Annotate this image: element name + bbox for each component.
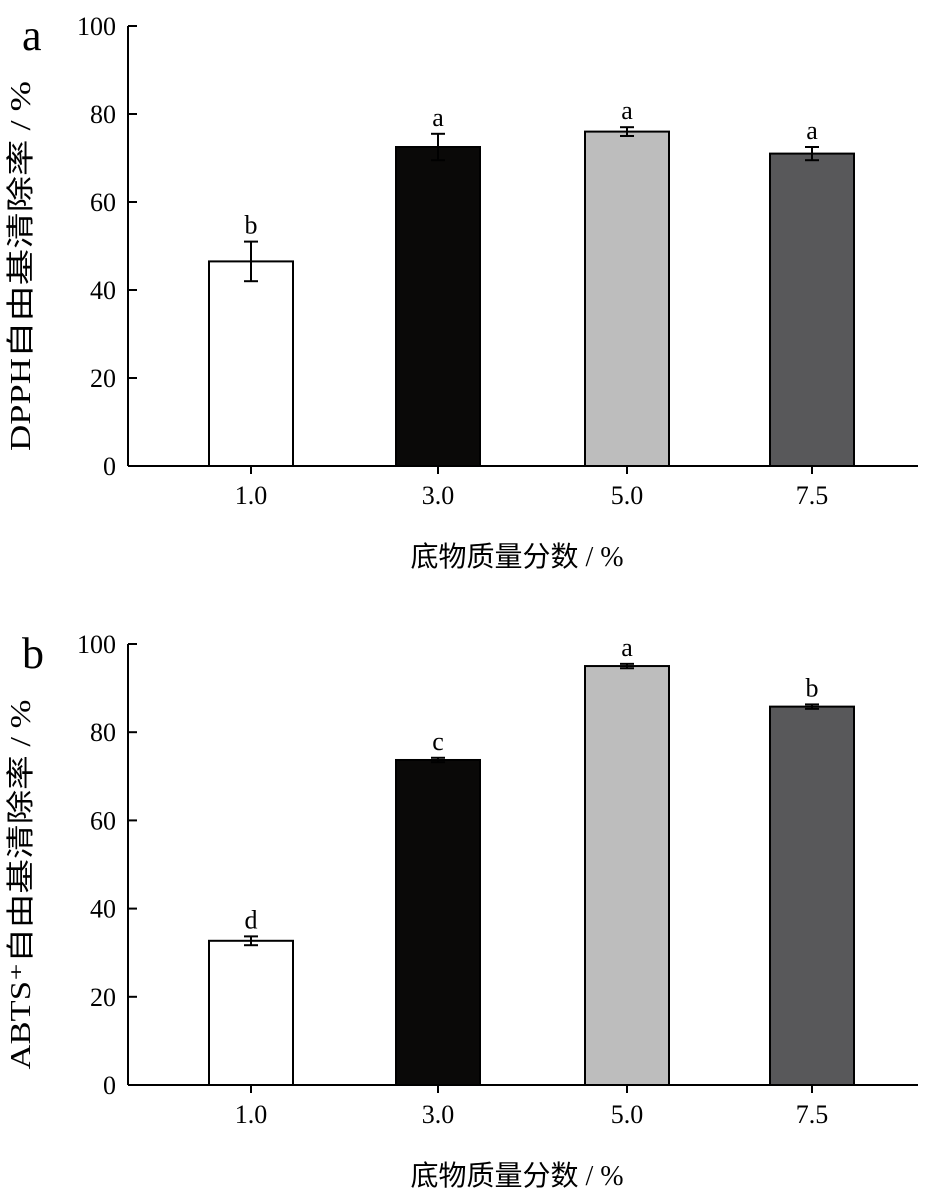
panel-b-significance-label-7.5: b: [806, 673, 819, 702]
panel-a-significance-label-3.0: a: [432, 103, 444, 132]
panel-b-y-tick-label-100: 100: [77, 630, 116, 659]
panel-a-y-tick-label-100: 100: [77, 12, 116, 41]
panel-a-bar-7.5: [769, 152, 855, 467]
panel-b-letter: b: [22, 629, 44, 678]
panel-b-y-tick-label-80: 80: [90, 718, 116, 747]
panel-b-bar-5.0: [584, 665, 670, 1086]
panel-b-significance-label-3.0: c: [432, 727, 444, 756]
panel-a-y-tick-label-0: 0: [103, 452, 116, 481]
panel-a-bar-1.0: [208, 260, 294, 467]
panel-b: b d 1.0 c 3.0 a 5.0 b 7.5 0 20 40 60 80 100 底物质量分数 / %…: [5, 629, 918, 1192]
panel-a-significance-label-5.0: a: [621, 96, 633, 125]
panel-b-x-axis-title: 底物质量分数 / %: [410, 1160, 623, 1192]
panel-b-x-tick-label-1.0: 1.0: [235, 1100, 268, 1129]
panel-b-bar-3.0: [395, 758, 481, 1086]
panel-b-y-tick-label-0: 0: [103, 1071, 116, 1100]
panel-b-y-axis-title: ABTS⁺自由基清除率 / %: [5, 700, 37, 1070]
panel-b-x-tick-label-5.0: 5.0: [611, 1100, 644, 1129]
panel-a-y-tick-label-60: 60: [90, 188, 116, 217]
panel-b-y-tick-label-20: 20: [90, 983, 116, 1012]
panel-b-significance-label-1.0: d: [245, 905, 258, 934]
panel-b-bar-7.5: [769, 705, 855, 1086]
panel-a-y-tick-label-40: 40: [90, 276, 116, 305]
panel-a-y-tick-label-20: 20: [90, 364, 116, 393]
panel-a-x-tick-label-7.5: 7.5: [796, 481, 829, 510]
panel-a-y-axis-title: DPPH自由基清除率 / %: [5, 81, 37, 451]
panel-b-x-tick-label-7.5: 7.5: [796, 1100, 829, 1129]
panel-b-bar-1.0: [208, 939, 294, 1087]
panel-a-y-tick-label-80: 80: [90, 100, 116, 129]
panel-a-bar-5.0: [584, 130, 670, 467]
panel-a-x-tick-label-3.0: 3.0: [422, 481, 455, 510]
panel-a-significance-label-1.0: b: [245, 211, 258, 240]
panel-a-letter: a: [22, 11, 42, 60]
panel-a: a b 1.0 a 3.0 a 5.0 a 7.5 0 20 40 60 80 100 底物质量分数 / %…: [5, 11, 918, 573]
panel-a-bar-3.0: [395, 146, 481, 467]
panel-b-y-tick-label-60: 60: [90, 806, 116, 835]
panel-b-x-tick-label-3.0: 3.0: [422, 1100, 455, 1129]
panel-a-significance-label-7.5: a: [806, 116, 818, 145]
panel-a-x-tick-label-1.0: 1.0: [235, 481, 268, 510]
panel-b-significance-label-5.0: a: [621, 633, 633, 662]
panel-b-y-tick-label-40: 40: [90, 895, 116, 924]
panel-a-x-tick-label-5.0: 5.0: [611, 481, 644, 510]
panel-a-x-axis-title: 底物质量分数 / %: [410, 541, 623, 573]
